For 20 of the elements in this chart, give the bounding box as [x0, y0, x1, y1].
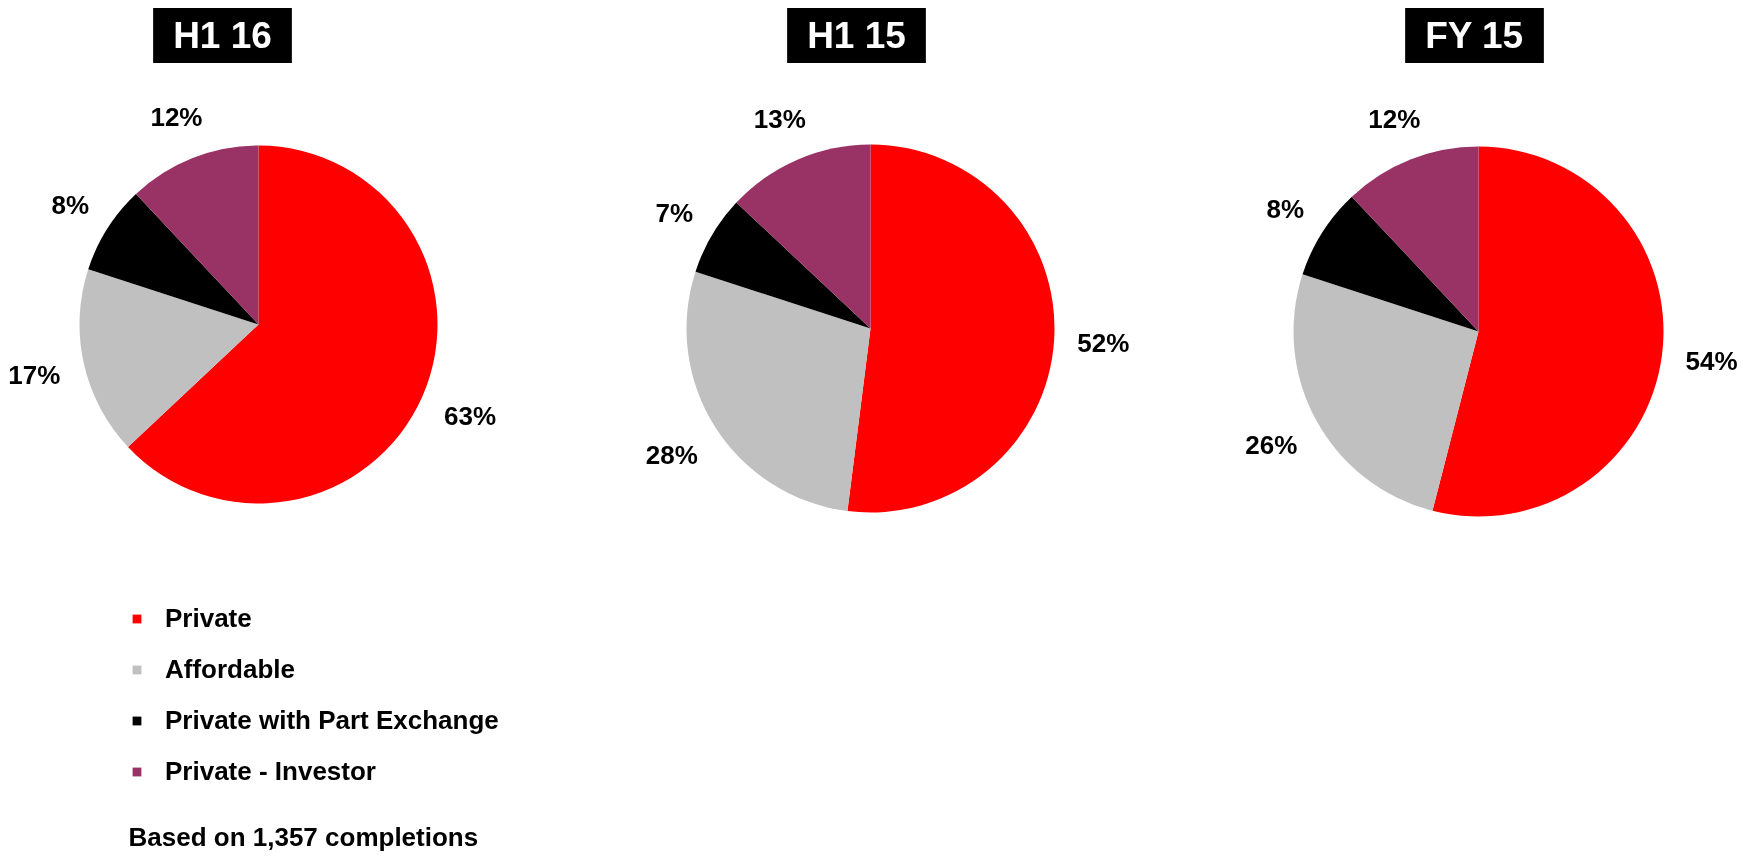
data-label: 54% — [1685, 345, 1738, 376]
data-label: 63% — [444, 401, 497, 432]
data-label: 8% — [1266, 193, 1305, 224]
data-label: 52% — [1077, 328, 1130, 359]
legend-label: Private - Investor — [165, 756, 376, 787]
chart-title: FY 15 — [1425, 15, 1524, 56]
legend-label: Affordable — [165, 654, 295, 685]
data-label: 17% — [8, 359, 61, 390]
legend-label: Private with Part Exchange — [165, 705, 499, 736]
chart-title: H1 15 — [807, 15, 906, 56]
legend-label: Private — [165, 603, 252, 634]
data-label: 7% — [655, 197, 694, 228]
chart-title: H1 16 — [173, 15, 272, 56]
data-label: 12% — [150, 102, 203, 133]
data-label: 13% — [753, 103, 806, 134]
data-label: 12% — [1368, 103, 1421, 134]
data-label: 26% — [1245, 430, 1298, 461]
data-label: 8% — [51, 190, 90, 221]
text: Based on 1,357 completions — [128, 821, 479, 852]
data-label: 28% — [645, 439, 698, 470]
